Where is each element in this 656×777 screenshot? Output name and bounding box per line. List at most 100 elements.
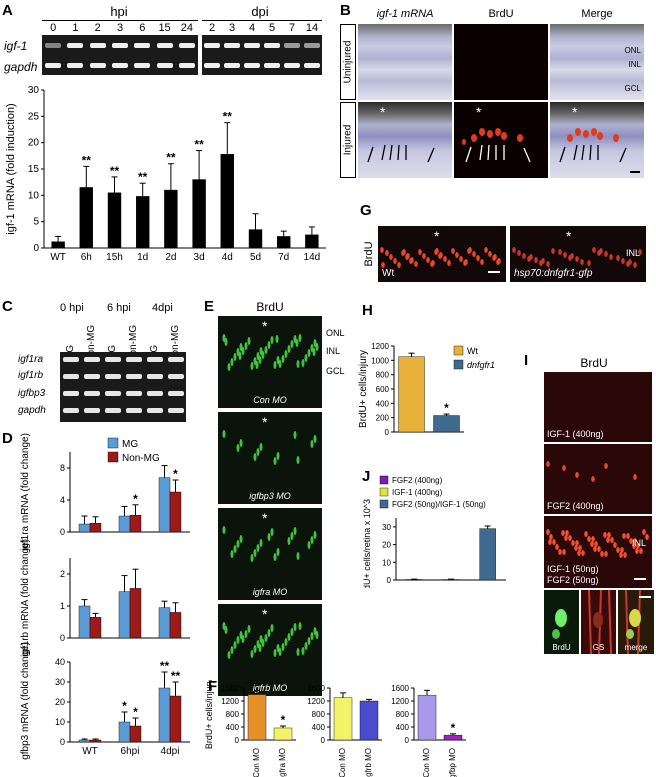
c-band-0-0 xyxy=(62,357,79,362)
F3-ytick-label-4: 1600 xyxy=(391,684,409,693)
j-legend-0: FGF2 (400ng) xyxy=(392,476,443,485)
e-cell-1-4 xyxy=(276,452,280,460)
gDn-cell-27 xyxy=(527,256,531,262)
e-cell-0-33 xyxy=(315,343,319,351)
A-bar-7-0 xyxy=(248,229,263,249)
D2-bar-1-0 xyxy=(118,591,131,639)
e-cell-1-0 xyxy=(222,430,226,438)
b-arrows-ish xyxy=(367,144,435,163)
A-sig-6-0: ** xyxy=(223,110,233,124)
F3-cat-0: Con MO xyxy=(422,748,431,777)
D2-ytick-label-1: 1 xyxy=(60,601,65,611)
c-band-1-1 xyxy=(83,374,100,379)
D3-ytick-label-4: 40 xyxy=(55,657,65,667)
D3-cat-2: 4dpi xyxy=(161,746,180,757)
F2-ytick-label-3: 1200 xyxy=(307,697,325,706)
gDn-cell-13 xyxy=(633,262,637,268)
b-row-injured: Injured xyxy=(340,102,356,178)
a-band-igf1-hpi-5 xyxy=(156,43,173,48)
A-cat-5: 3d xyxy=(194,252,205,263)
e-cell-3-21 xyxy=(247,625,251,633)
J-ytick-label-2: 20 xyxy=(382,541,391,550)
H-ytick-label-6: 1200 xyxy=(371,342,389,351)
A-ytick-label-0: 0 xyxy=(33,243,39,254)
e-cell-0-30 xyxy=(298,334,302,342)
e-img-0: * Con MO xyxy=(218,316,322,408)
iCombo-cell-6 xyxy=(620,547,624,553)
gWt-cell-38 xyxy=(402,249,406,255)
D1-ytick-label-1: 4 xyxy=(60,495,65,505)
gDn-cell-11 xyxy=(575,256,579,262)
e-cell-3-8 xyxy=(236,636,240,644)
gWt-cell-31 xyxy=(439,252,443,258)
D1-bar-2-1 xyxy=(169,491,182,533)
D1-bar-2-0 xyxy=(158,477,171,533)
iCombo-cell-9 xyxy=(607,532,611,538)
d-legend-mg-swatch xyxy=(107,437,119,449)
c-gene-igf1ra: igf1ra xyxy=(18,354,44,365)
a-band-gapdh-dpi-2 xyxy=(244,63,260,68)
iCombo-cell-8 xyxy=(578,545,582,551)
gWt-cell-11 xyxy=(459,256,463,262)
a-band-igf1-dpi-5 xyxy=(304,43,320,48)
a-band-igf1-dpi-4 xyxy=(284,43,300,48)
D1-ytick-label-0: 0 xyxy=(60,527,65,537)
b-layer-onl: ONL xyxy=(624,46,641,55)
D2-bar-2-1 xyxy=(169,612,182,639)
H-ytick-label-4: 800 xyxy=(376,371,390,380)
e-img-1: * igfbp3 MO xyxy=(218,412,322,504)
iCombo-cell-27 xyxy=(629,538,633,544)
c-time-0: 0 hpi xyxy=(60,302,84,314)
iFgf-cell-4 xyxy=(562,465,566,471)
a-time-hpi-2: 2 xyxy=(94,22,101,34)
i-img-igf1: IGF-1 (400ng) xyxy=(544,372,652,442)
H-ytick-label-2: 400 xyxy=(376,399,390,408)
e-cell-0-34 xyxy=(258,356,262,364)
D3-sig-2-1: ** xyxy=(171,669,181,683)
iCombo-cell-31 xyxy=(645,534,649,540)
c-band-1-4 xyxy=(146,374,163,379)
e-cell-3-31 xyxy=(241,635,245,643)
F2-cat-0: Con MO xyxy=(338,748,347,777)
e-cell-0-19 xyxy=(267,341,271,349)
i-combo-label-2: FGF2 (50ng) xyxy=(547,575,599,585)
A-ytick-label-4: 20 xyxy=(28,138,40,149)
j-legend-swatch-1 xyxy=(379,487,389,497)
gWt-cell-20 xyxy=(480,259,484,265)
gDn-cell-19 xyxy=(551,248,555,254)
iCombo-cell-10 xyxy=(636,543,640,549)
A-ytick-label-1: 5 xyxy=(33,217,39,228)
iCombo-cell-0 xyxy=(546,529,550,535)
F1-ytick-label-0: 0 xyxy=(235,736,240,745)
panel-label-h: H xyxy=(362,302,373,319)
e-cell-1-7 xyxy=(293,431,297,439)
e-cell-0-36 xyxy=(238,352,242,360)
iCombo-cell-32 xyxy=(574,545,578,551)
i-layer-inl: INL xyxy=(631,538,646,548)
b-img-inj-brdu: * xyxy=(454,102,548,178)
iCombo-cell-18 xyxy=(568,535,572,541)
panel-label-g: G xyxy=(360,202,372,219)
a-time-hpi-5: 15 xyxy=(158,22,171,34)
e-cell-2-15 xyxy=(307,541,311,549)
A-cat-4: 2d xyxy=(165,252,176,263)
H-ylabel: BrdU+ cells/injury xyxy=(358,350,369,428)
A-cat-8: 7d xyxy=(278,252,289,263)
c-band-2-4 xyxy=(146,391,163,396)
h-legend-1: dnfgfr1 xyxy=(467,360,495,370)
iCombo-cell-2 xyxy=(604,551,608,557)
gWt-cell-25 xyxy=(385,250,389,256)
e-cell-0-32 xyxy=(278,360,282,368)
A-bar-3-0 xyxy=(135,196,150,249)
h-legend-swatch-1 xyxy=(453,359,464,370)
e-cell-2-9 xyxy=(273,553,277,561)
a-time-hpi-3: 3 xyxy=(116,22,124,34)
F1-bar-1-0 xyxy=(273,727,293,741)
iCombo-cell-35 xyxy=(561,530,565,536)
e-cell-2-11 xyxy=(253,549,257,557)
c-time-6: 6 hpi xyxy=(107,302,131,314)
i-inset-gs-label: GS xyxy=(592,643,605,652)
e-cell-0-13 xyxy=(233,353,237,361)
gWt-cell-16 xyxy=(484,247,488,253)
i-combo-label-1: IGF-1 (50ng) xyxy=(547,564,599,574)
